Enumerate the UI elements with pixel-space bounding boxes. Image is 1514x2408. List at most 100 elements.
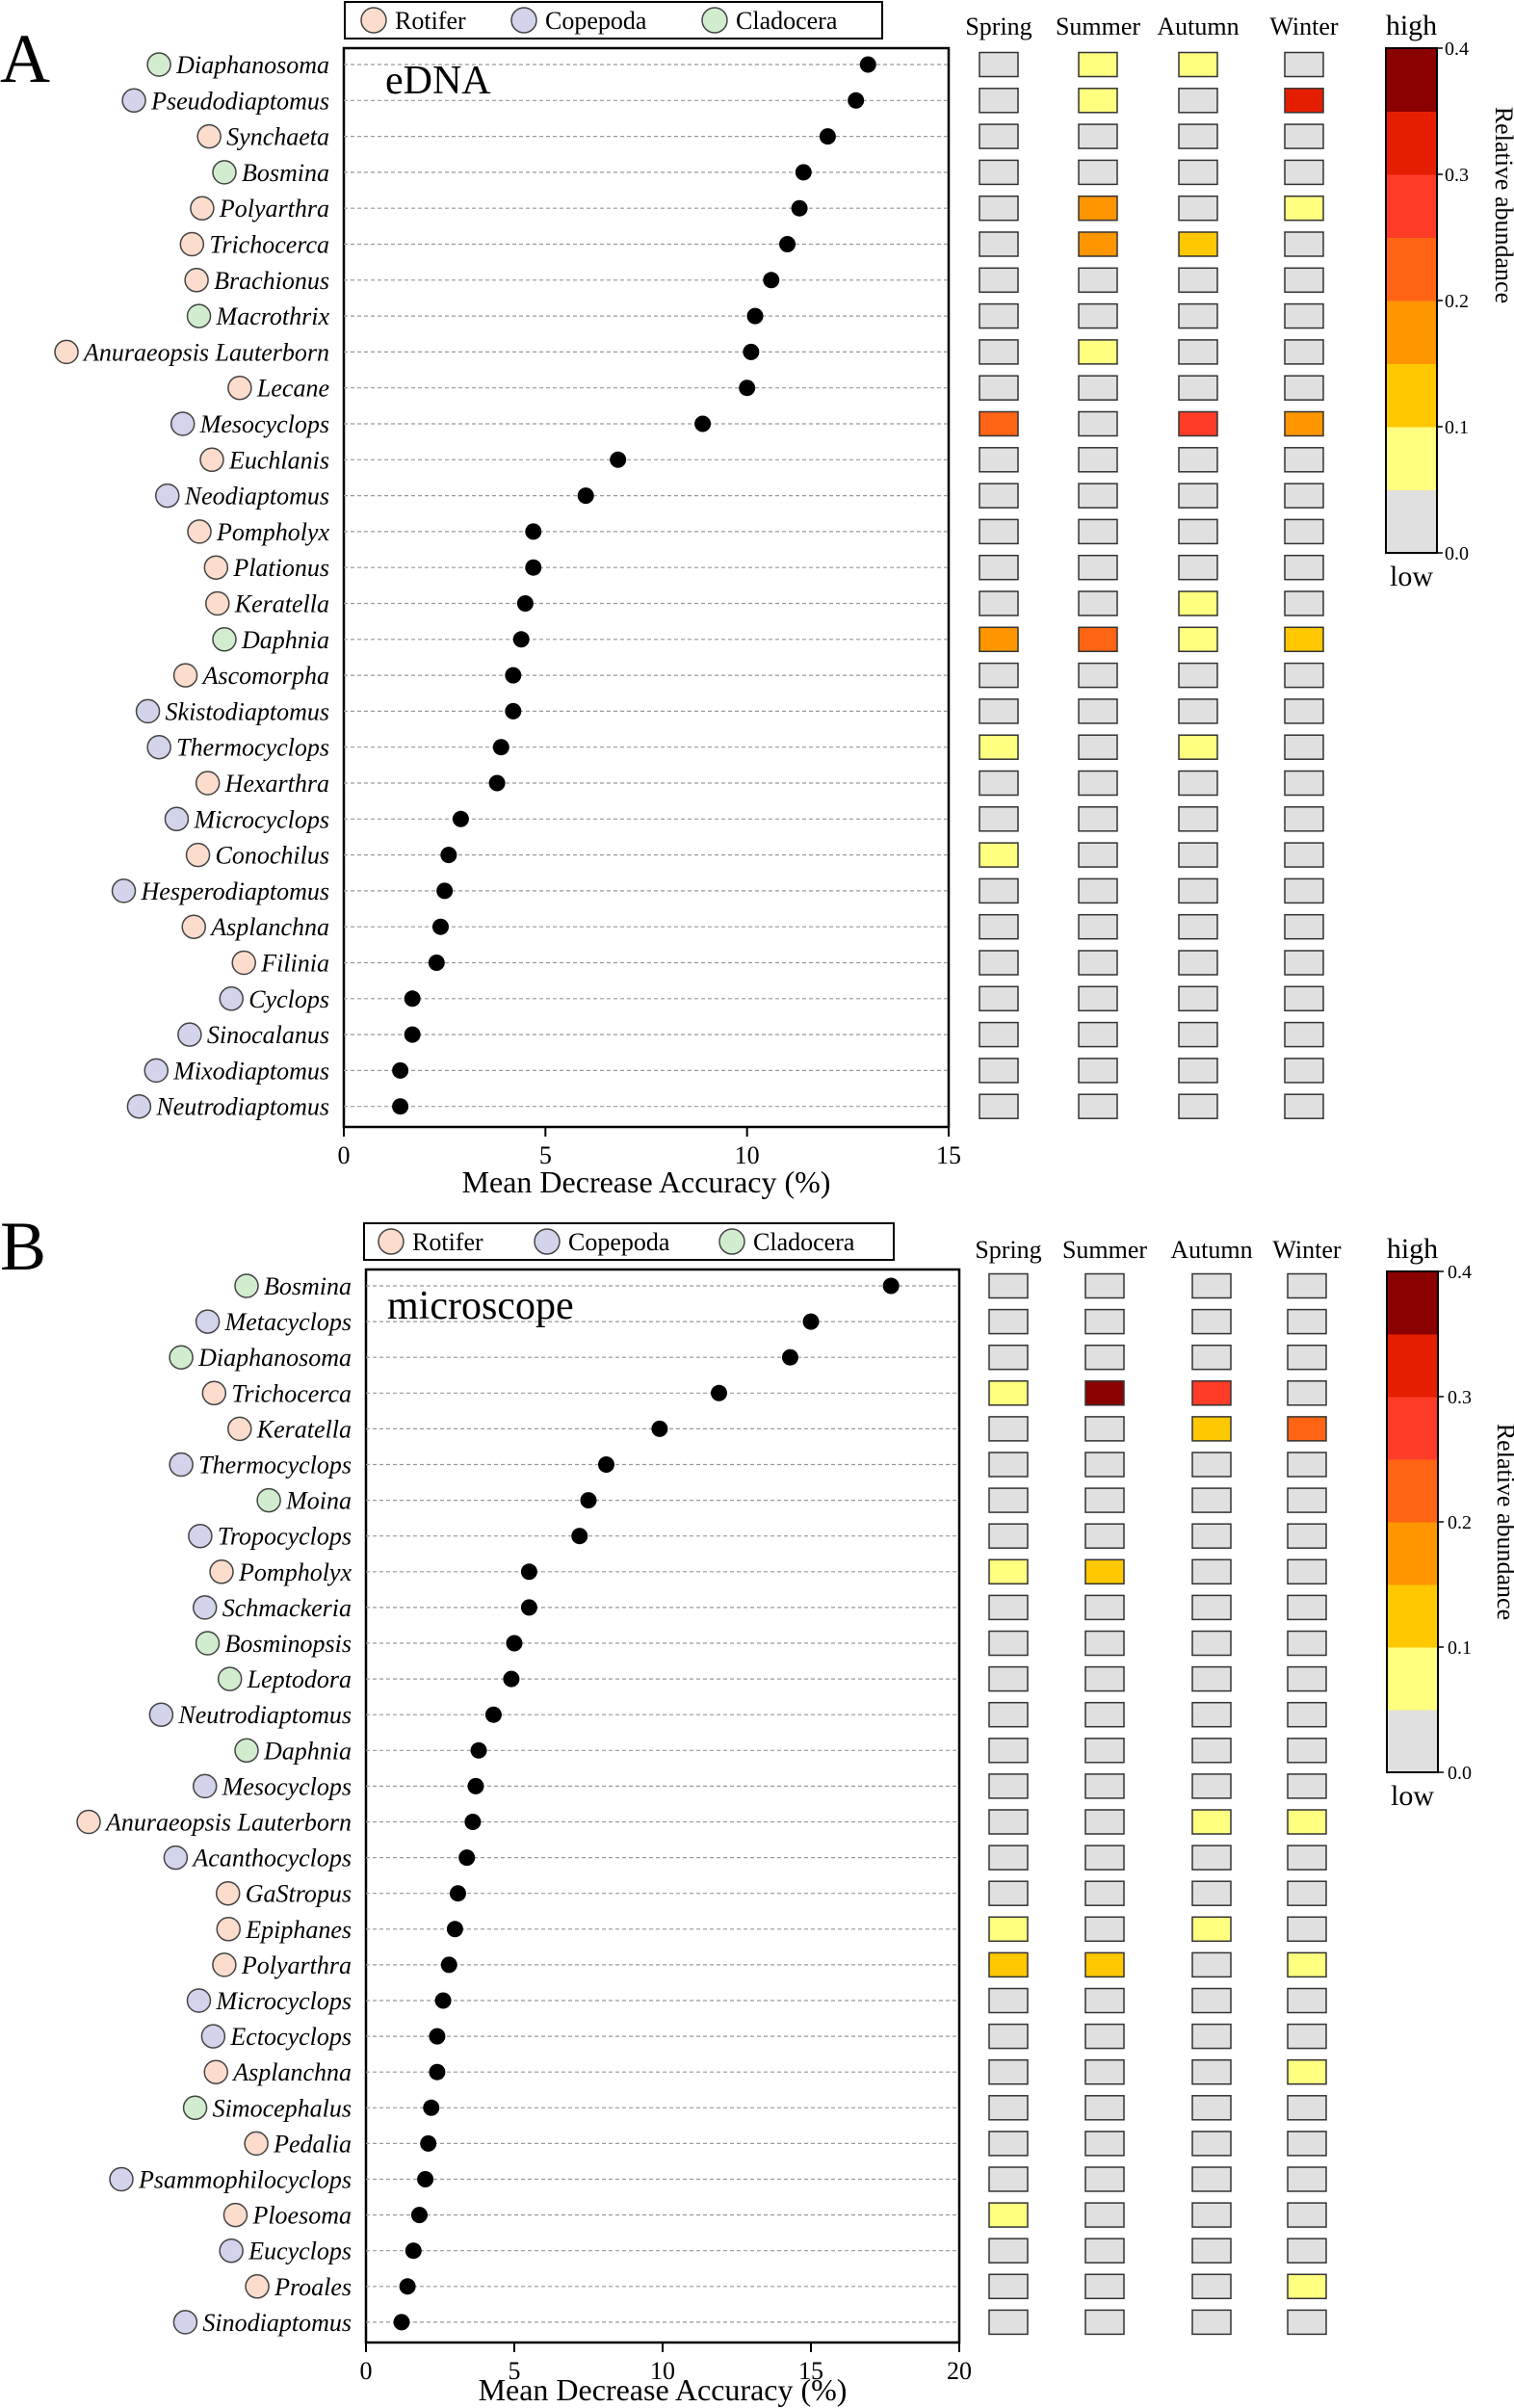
- heatmap-cell-summer: [1084, 1738, 1125, 1764]
- heatmap-cell-autumn: [1178, 410, 1218, 437]
- heatmap-cell-spring: [979, 1021, 1019, 1048]
- heatmap-cell-autumn: [1191, 2095, 1232, 2121]
- species-group-marker-rotifer: [196, 123, 222, 149]
- heatmap-cell-summer: [1078, 1093, 1118, 1119]
- heatmap-cell-autumn: [1178, 375, 1218, 401]
- heatmap-cell-winter: [1287, 1987, 1327, 2014]
- species-group-marker-cladocera: [182, 2095, 208, 2121]
- species-label: Diaphanosoma: [197, 1344, 352, 1372]
- heatmap-cell-spring: [988, 1809, 1029, 1835]
- species-label: Microcyclops: [193, 805, 329, 833]
- colorbar-segment: [1386, 111, 1437, 175]
- heatmap-cell-winter: [1287, 1272, 1327, 1299]
- heatmap-cell-winter: [1284, 806, 1324, 832]
- heatmap-cell-summer: [1078, 302, 1118, 329]
- data-point: [440, 1956, 457, 1974]
- season-header-autumn: Autumn: [1157, 13, 1239, 40]
- data-point: [651, 1420, 668, 1437]
- species-group-marker-rotifer: [244, 2131, 269, 2157]
- heatmap-cell-winter: [1284, 950, 1324, 976]
- heatmap-cell-autumn: [1191, 2023, 1232, 2050]
- heatmap-cell-summer: [1084, 2166, 1125, 2192]
- heatmap-cell-spring: [988, 1987, 1029, 2014]
- heatmap-cell-winter: [1287, 1380, 1327, 1406]
- colorbar-tick-label: 0.0: [1445, 543, 1469, 564]
- species-label: Neodiaptomus: [184, 483, 329, 510]
- data-point: [505, 667, 522, 684]
- data-point: [580, 1492, 597, 1509]
- heatmap-cell-spring: [979, 267, 1019, 294]
- colorbar-high-label: high: [1386, 10, 1437, 41]
- x-tick-label: 15: [936, 1141, 961, 1169]
- heatmap-cell-winter: [1284, 518, 1324, 545]
- legend-entry-rotifer: Rotifer: [395, 7, 466, 35]
- heatmap-cell-autumn: [1191, 1773, 1232, 1799]
- colorbar-tick-label: 0.2: [1445, 291, 1469, 312]
- plot-title: microscope: [387, 1284, 574, 1328]
- heatmap-cell-autumn: [1191, 1665, 1232, 1692]
- data-point: [711, 1384, 728, 1401]
- species-label: Eucyclops: [248, 2238, 352, 2265]
- heatmap-cell-summer: [1078, 231, 1118, 257]
- data-point: [506, 1635, 523, 1652]
- heatmap-cell-summer: [1078, 123, 1118, 149]
- heatmap-cell-winter: [1284, 195, 1324, 222]
- heatmap-cell-winter: [1284, 267, 1324, 294]
- heatmap-cell-spring: [988, 1308, 1029, 1335]
- species-label: Pedalia: [273, 2130, 352, 2158]
- heatmap-cell-summer: [1078, 410, 1118, 437]
- species-label: Euchlanis: [228, 446, 329, 474]
- species-group-marker-copepoda: [163, 1845, 189, 1871]
- heatmap-cell-spring: [988, 1487, 1029, 1513]
- species-label: Anuraeopsis Lauterborn: [82, 338, 329, 366]
- species-label: Moina: [285, 1487, 352, 1515]
- data-point: [410, 2207, 428, 2224]
- data-point: [458, 1849, 476, 1867]
- heatmap-cell-spring: [979, 950, 1019, 976]
- species-label: Daphnia: [241, 626, 329, 654]
- species-group-marker-rotifer: [216, 1917, 241, 1942]
- heatmap-cell-autumn: [1191, 1701, 1232, 1728]
- species-group-marker-copepoda: [164, 806, 190, 832]
- species-label: Psammophilocyclops: [138, 2166, 352, 2194]
- data-point: [452, 810, 469, 827]
- heatmap-cell-summer: [1084, 1773, 1125, 1799]
- species-group-marker-copepoda: [177, 1022, 202, 1047]
- heatmap-cell-spring: [979, 375, 1019, 401]
- heatmap-cell-spring: [988, 2058, 1029, 2085]
- heatmap-cell-spring: [979, 734, 1019, 760]
- heatmap-cell-winter: [1284, 698, 1324, 724]
- heatmap-cell-winter: [1284, 1058, 1324, 1084]
- heatmap-cell-autumn: [1178, 842, 1218, 868]
- colorbar-low-label: low: [1390, 561, 1433, 592]
- heatmap-cell-autumn: [1178, 734, 1218, 760]
- heatmap-cell-summer: [1078, 159, 1118, 186]
- data-point: [739, 380, 756, 397]
- heatmap-cell-autumn: [1178, 950, 1218, 976]
- data-point: [819, 128, 836, 145]
- colorbar-segment: [1387, 1397, 1438, 1460]
- season-header-spring: Spring: [965, 13, 1031, 40]
- species-label: Macrothrix: [216, 302, 330, 330]
- data-point: [420, 2134, 437, 2152]
- heatmap-cell-winter: [1287, 1523, 1327, 1549]
- heatmap-cell-winter: [1284, 483, 1324, 509]
- heatmap-cell-autumn: [1178, 447, 1218, 473]
- data-point: [848, 92, 865, 109]
- heatmap-cell-autumn: [1191, 1487, 1232, 1513]
- legend-box: [344, 1, 883, 39]
- heatmap-cell-autumn: [1178, 698, 1218, 724]
- heatmap-cell-summer: [1084, 1380, 1125, 1406]
- heatmap-cell-winter: [1284, 51, 1324, 78]
- heatmap-cell-winter: [1284, 877, 1324, 904]
- data-point: [399, 2278, 416, 2295]
- species-label: Trichocerca: [231, 1379, 352, 1407]
- data-point: [446, 1921, 463, 1938]
- heatmap-cell-autumn: [1178, 1021, 1218, 1048]
- data-point: [763, 272, 780, 289]
- species-group-marker-cladocera: [169, 1345, 194, 1370]
- heatmap-cell-autumn: [1178, 662, 1218, 689]
- species-label: Conochilus: [216, 842, 329, 870]
- heatmap-cell-summer: [1078, 877, 1118, 904]
- heatmap-cell-winter: [1284, 447, 1324, 473]
